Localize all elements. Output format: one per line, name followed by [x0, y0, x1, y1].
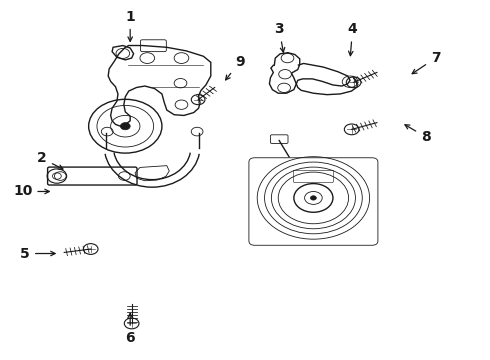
Text: 5: 5 — [20, 247, 55, 261]
Circle shape — [311, 196, 317, 200]
Text: 7: 7 — [412, 51, 441, 74]
Text: 8: 8 — [405, 125, 431, 144]
Text: 6: 6 — [125, 313, 135, 345]
Text: 4: 4 — [347, 22, 357, 56]
Text: 2: 2 — [37, 152, 63, 169]
Circle shape — [121, 123, 130, 130]
Text: 9: 9 — [225, 55, 245, 80]
Text: 1: 1 — [125, 10, 135, 41]
Text: 3: 3 — [274, 22, 285, 52]
Text: 10: 10 — [13, 184, 49, 198]
